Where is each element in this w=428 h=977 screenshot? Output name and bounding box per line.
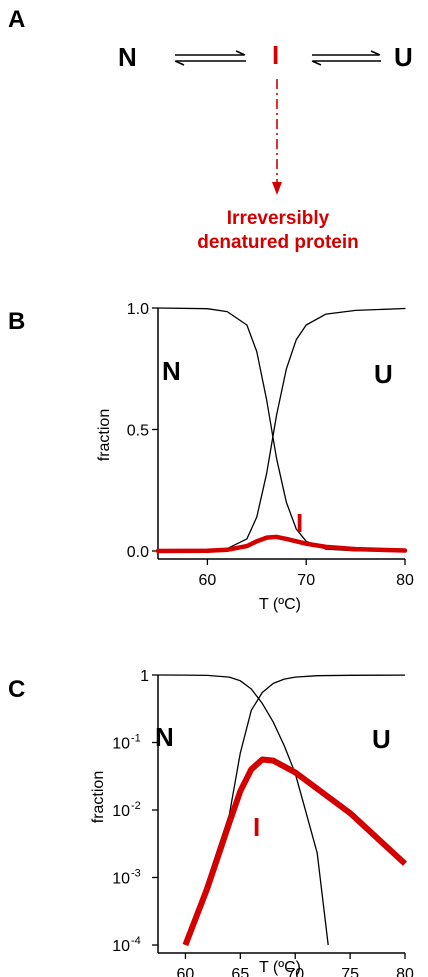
panel-c-x-tick-label: 75 bbox=[341, 966, 359, 977]
panel-b-x-tick-label: 70 bbox=[297, 572, 315, 589]
panel-c-y-tick-label: 1 bbox=[140, 668, 149, 685]
panel-c-series-u bbox=[184, 674, 406, 946]
panel-c-y-tick-exponent: -4 bbox=[131, 935, 141, 947]
panel-c-y-tick-label: 10 bbox=[112, 736, 130, 753]
panel-c: C 110-110-210-310 -460 65 70 75 80 N U I frac… bbox=[8, 668, 414, 977]
panel-c-label-i: I bbox=[253, 812, 260, 842]
panel-c-x-tick-label: 70 bbox=[286, 966, 304, 977]
panel-c-xlabel: T (ºC) bbox=[259, 959, 301, 976]
panel-b-x-tick-label: 60 bbox=[199, 572, 217, 589]
equilibrium-arrows-icon bbox=[174, 50, 381, 66]
panel-b-xlabel: T (ºC) bbox=[259, 596, 301, 613]
panel-b-y-tick-label: 0.5 bbox=[127, 423, 149, 440]
irreversible-label-line1: Irreversibly bbox=[227, 208, 330, 229]
panel-letter-b: B bbox=[8, 308, 25, 335]
panel-c-x-tick-label: 65 bbox=[231, 966, 249, 977]
irreversible-label-line2: denatured protein bbox=[197, 232, 359, 253]
panel-c-label-u: U bbox=[372, 724, 391, 754]
panel-c-x-tick-label: 80 bbox=[396, 966, 414, 977]
dash-dot-arrow-icon bbox=[272, 79, 282, 195]
panel-b: B 0.0 0.5 1.0 60 70 80 N U I fraction T (ºC) bbox=[8, 301, 414, 613]
panel-c-y-tick-label: 10 bbox=[112, 938, 130, 955]
panel-b-y-tick-label: 0.0 bbox=[127, 544, 149, 561]
panel-c-y-tick-exponent: -1 bbox=[131, 733, 141, 745]
panel-b-ylabel: fraction bbox=[96, 409, 113, 461]
panel-c-series-n bbox=[157, 674, 329, 946]
panel-c-y-tick-label: 10 bbox=[112, 871, 130, 888]
panel-a: A N I U Irreversibly denatured protein bbox=[8, 6, 413, 253]
panel-b-label-n: N bbox=[162, 356, 181, 386]
species-native-label: N bbox=[118, 42, 137, 72]
panel-b-series-u bbox=[157, 307, 406, 552]
panel-c-x-tick-label: 60 bbox=[177, 966, 195, 977]
panel-b-y-tick-label: 1.0 bbox=[127, 301, 149, 318]
panel-b-x-tick-label: 80 bbox=[396, 572, 414, 589]
panel-c-y-tick-label: 10 bbox=[112, 803, 130, 820]
panel-c-ylabel: fraction bbox=[90, 771, 107, 823]
panel-c-series-i bbox=[182, 756, 408, 947]
panel-c-y-tick-exponent: -2 bbox=[131, 800, 141, 812]
panel-c-plot: 110-110-210-310 -460 65 70 75 80 bbox=[112, 668, 414, 977]
panel-b-series-n bbox=[157, 307, 406, 552]
panel-letter-c: C bbox=[8, 676, 25, 703]
panel-c-y-tick-exponent: -3 bbox=[131, 868, 141, 880]
species-unfolded-label: U bbox=[394, 42, 413, 72]
panel-letter-a: A bbox=[8, 6, 25, 33]
panel-b-plot: 0.0 0.5 1.0 60 70 80 bbox=[127, 301, 414, 589]
panel-b-label-u: U bbox=[374, 359, 393, 389]
panel-b-series-i bbox=[155, 534, 408, 554]
panel-b-label-i: I bbox=[296, 508, 303, 538]
panel-c-label-n: N bbox=[155, 722, 174, 752]
species-intermediate-label: I bbox=[272, 40, 279, 70]
